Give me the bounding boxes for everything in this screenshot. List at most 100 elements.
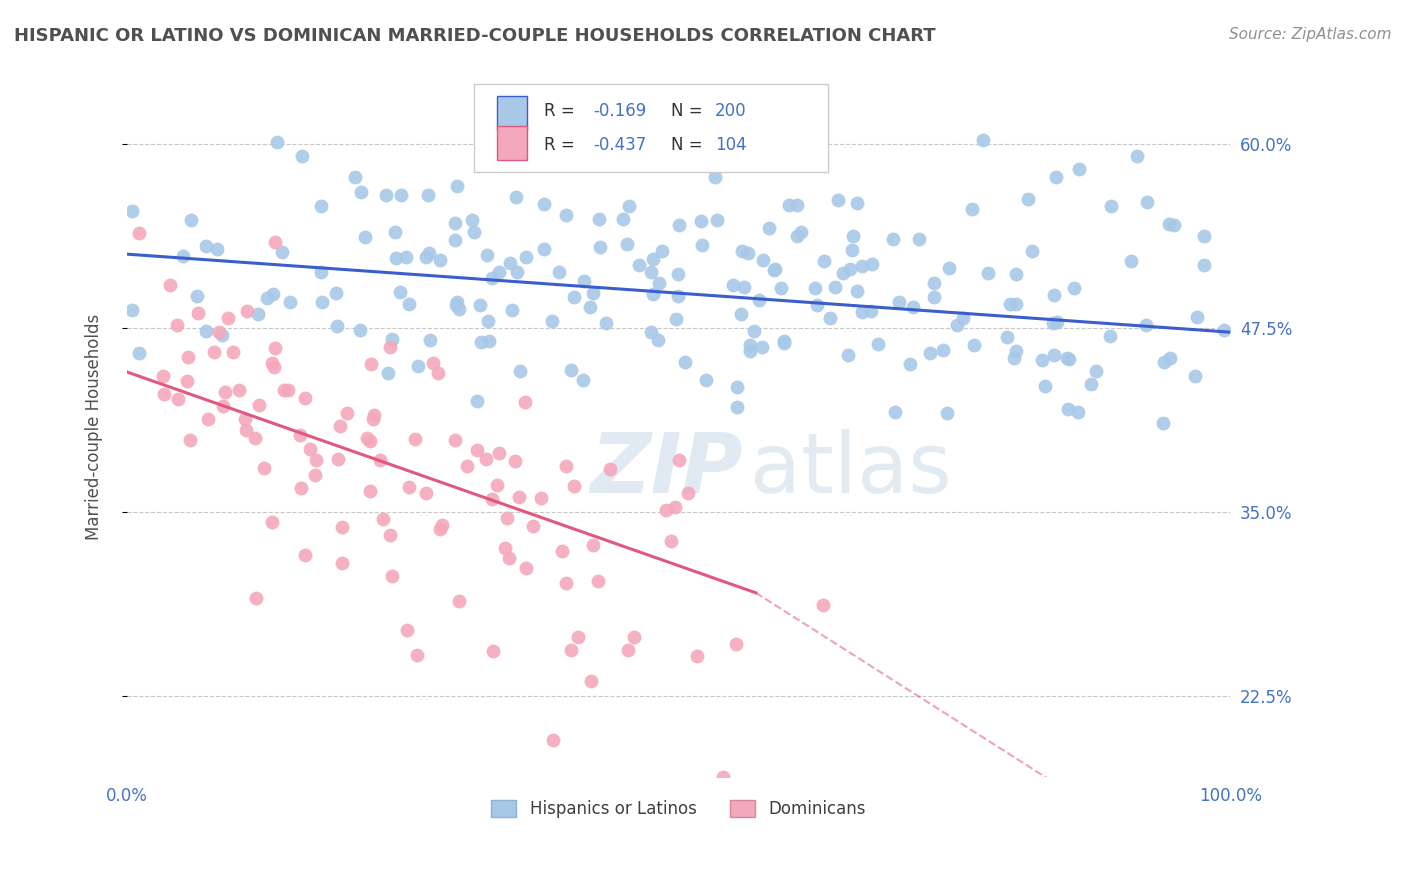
Point	[595, 316, 617, 330]
Point	[1185, 310, 1208, 325]
Point	[378, 528, 401, 542]
Point	[404, 432, 426, 446]
Point	[1163, 219, 1185, 233]
Point	[529, 491, 551, 505]
Text: R =: R =	[544, 136, 575, 153]
Point	[446, 178, 468, 193]
Point	[572, 274, 595, 288]
Point	[946, 318, 969, 332]
Point	[1157, 217, 1180, 231]
Point	[841, 243, 863, 257]
Point	[711, 770, 734, 784]
Point	[883, 405, 905, 419]
Point	[832, 267, 855, 281]
Point	[661, 153, 683, 167]
Point	[703, 169, 725, 184]
Point	[247, 398, 270, 412]
Point	[166, 318, 188, 332]
Point	[1063, 281, 1085, 295]
Text: N =: N =	[671, 102, 703, 120]
Point	[398, 480, 420, 494]
Point	[647, 276, 669, 290]
Point	[818, 311, 841, 326]
Point	[851, 305, 873, 319]
Point	[488, 265, 510, 279]
Point	[371, 512, 394, 526]
Point	[1045, 169, 1067, 184]
Point	[501, 303, 523, 318]
Point	[908, 232, 931, 246]
Point	[515, 250, 537, 264]
Point	[475, 451, 498, 466]
Point	[860, 257, 883, 271]
Point	[1099, 199, 1122, 213]
Point	[294, 391, 316, 405]
Point	[998, 297, 1021, 311]
Point	[924, 276, 946, 290]
Point	[673, 354, 696, 368]
Point	[481, 491, 503, 506]
Point	[505, 190, 527, 204]
Point	[612, 211, 634, 226]
Point	[579, 673, 602, 688]
Point	[463, 225, 485, 239]
Point	[1136, 194, 1159, 209]
Point	[738, 344, 761, 359]
Point	[555, 459, 578, 474]
Point	[790, 225, 813, 239]
Point	[738, 337, 761, 351]
Point	[356, 431, 378, 445]
Point	[325, 285, 347, 300]
Point	[305, 453, 328, 467]
Point	[936, 406, 959, 420]
Point	[786, 229, 808, 244]
Point	[725, 401, 748, 415]
Point	[846, 284, 869, 298]
Point	[586, 574, 609, 588]
Point	[1135, 318, 1157, 332]
Point	[824, 279, 846, 293]
Point	[298, 442, 321, 456]
Point	[246, 307, 269, 321]
Point	[179, 433, 201, 447]
Point	[443, 216, 465, 230]
Point	[562, 290, 585, 304]
Point	[882, 231, 904, 245]
Point	[533, 197, 555, 211]
Point	[128, 227, 150, 241]
Point	[389, 285, 412, 300]
Point	[751, 340, 773, 354]
Point	[846, 196, 869, 211]
Point	[778, 198, 800, 212]
Point	[172, 249, 194, 263]
Point	[623, 630, 645, 644]
Point	[475, 247, 498, 261]
Point	[260, 356, 283, 370]
Point	[770, 280, 793, 294]
Point	[152, 386, 174, 401]
Point	[468, 298, 491, 312]
Point	[415, 250, 437, 264]
Point	[505, 265, 527, 279]
Point	[731, 244, 754, 259]
Point	[599, 462, 621, 476]
Point	[361, 412, 384, 426]
Point	[859, 304, 882, 318]
Point	[377, 366, 399, 380]
Point	[721, 277, 744, 292]
Point	[901, 300, 924, 314]
Point	[508, 490, 530, 504]
Point	[560, 363, 582, 377]
Point	[194, 324, 217, 338]
Point	[418, 246, 440, 260]
Point	[641, 252, 664, 266]
Point	[236, 303, 259, 318]
Point	[385, 251, 408, 265]
Point	[799, 128, 821, 142]
Point	[666, 267, 689, 281]
Point	[271, 245, 294, 260]
Point	[444, 233, 467, 247]
Point	[963, 337, 986, 351]
Point	[742, 324, 765, 338]
Point	[588, 212, 610, 227]
